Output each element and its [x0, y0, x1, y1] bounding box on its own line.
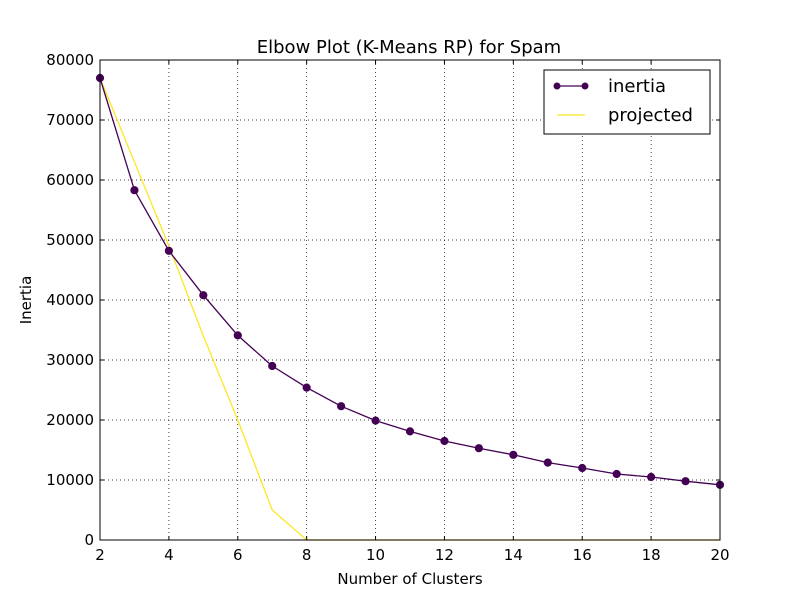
- legend-inertia-label: inertia: [608, 76, 666, 97]
- x-tick-label: 4: [164, 546, 174, 564]
- legend-inertia-marker: [581, 82, 589, 90]
- inertia-point: [302, 383, 311, 392]
- y-tick-labels: 0 10000 20000 30000 40000 50000 60000 70000 8000…: [46, 51, 94, 549]
- inertia-point: [199, 291, 208, 300]
- legend: inertia projected: [543, 69, 711, 135]
- y-tick-label: 0: [84, 531, 94, 549]
- chart-title: Elbow Plot (K-Means RP) for Spam: [257, 37, 561, 58]
- x-tick-label: 20: [710, 546, 729, 564]
- y-tick-label: 30000: [46, 351, 94, 369]
- legend-box: [543, 69, 711, 135]
- inertia-point: [543, 458, 552, 467]
- tick-marks: [99, 59, 721, 541]
- x-tick-label: 10: [366, 546, 385, 564]
- y-tick-label: 20000: [46, 411, 94, 429]
- inertia-point: [647, 472, 656, 482]
- inertia-point: [268, 361, 277, 371]
- y-axis-label: Inertia: [17, 276, 35, 325]
- legend-inertia-marker: [553, 82, 561, 90]
- x-tick-label: 14: [504, 546, 523, 564]
- x-tick-label: 8: [302, 546, 312, 564]
- x-axis-label: Number of Clusters: [337, 570, 482, 588]
- x-tick-label: 16: [573, 546, 592, 564]
- x-tick-label: 2: [95, 546, 105, 564]
- inertia-point: [233, 331, 242, 340]
- inertia-point: [474, 444, 483, 453]
- x-tick-label: 6: [233, 546, 243, 564]
- inertia-point: [612, 469, 621, 479]
- inertia-point: [130, 186, 139, 195]
- inertia-point: [509, 450, 518, 459]
- y-tick-label: 60000: [46, 171, 94, 189]
- x-tick-label: 18: [642, 546, 661, 564]
- inertia-point: [337, 402, 346, 411]
- legend-projected-label: projected: [608, 105, 693, 126]
- inertia-point: [371, 416, 380, 425]
- y-tick-label: 40000: [46, 291, 94, 309]
- y-tick-label: 10000: [46, 471, 94, 489]
- inertia-point: [405, 427, 415, 436]
- inertia-point: [440, 436, 449, 446]
- x-tick-labels: 2 4 6 8 10 12 14 16 18 20: [95, 546, 729, 564]
- y-tick-label: 70000: [46, 111, 94, 129]
- x-tick-label: 12: [435, 546, 454, 564]
- y-tick-label: 80000: [46, 51, 94, 69]
- inertia-point: [164, 246, 173, 255]
- inertia-point: [578, 463, 587, 473]
- y-tick-label: 50000: [46, 231, 94, 249]
- inertia-point: [681, 477, 690, 486]
